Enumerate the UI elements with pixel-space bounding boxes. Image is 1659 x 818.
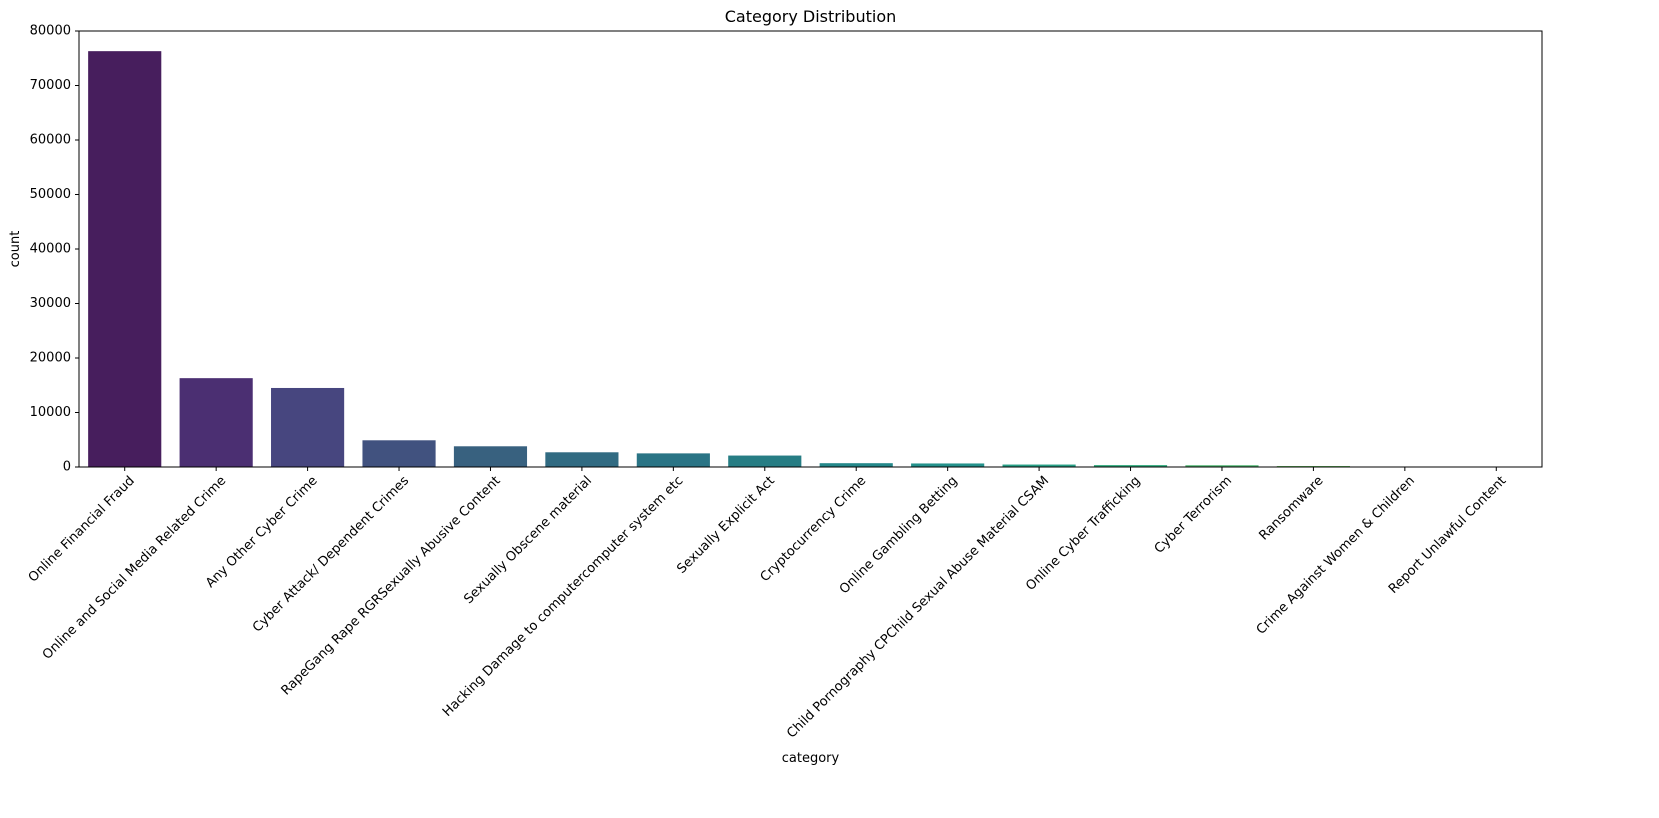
chart-title: Category Distribution [725,7,897,26]
x-tick-label: Ransomware [1256,473,1326,543]
y-tick-label: 20000 [30,351,71,366]
bar [271,387,345,467]
bar [453,446,528,467]
bar [545,452,619,467]
plot-frame [78,30,1543,468]
bar [1093,465,1168,467]
bar [636,453,710,467]
bar [1002,464,1076,467]
y-tick-label: 60000 [30,133,71,148]
y-axis-ticks: 0 10000 20000 30000 40000 50000 60000 70000 8000… [30,24,79,475]
x-tick-label: Cyber Terrorism [1152,473,1235,556]
y-tick-label: 10000 [30,405,71,420]
bar [911,463,985,467]
y-tick-label: 0 [63,460,71,475]
x-tick-label: Online Financial Fraud [26,473,138,585]
x-tick-label: Cryptocurrency Crime [758,473,870,585]
x-axis-label: category [782,751,840,766]
bar [1185,465,1259,467]
y-tick-label: 50000 [30,187,71,202]
y-tick-label: 70000 [30,78,71,93]
bar [362,440,436,467]
bar [88,51,162,467]
y-tick-label: 30000 [30,296,71,311]
y-tick-label: 40000 [30,242,71,257]
x-tick-label: Online and Social Media Related Crime [40,473,229,662]
bars-layer [88,51,1533,467]
x-tick-label: RapeGang Rape RGRSexually Abusive Conten… [279,473,504,698]
x-tick-label: Crime Against Women & Children [1254,473,1418,637]
bar [728,455,802,467]
bar [179,378,253,467]
bar [819,463,893,467]
x-tick-label: Cyber Attack/ Dependent Crimes [250,473,412,635]
x-tick-label: Sexually Explicit Act [674,473,777,576]
y-axis-label: count [8,231,23,268]
y-tick-label: 80000 [30,24,71,39]
